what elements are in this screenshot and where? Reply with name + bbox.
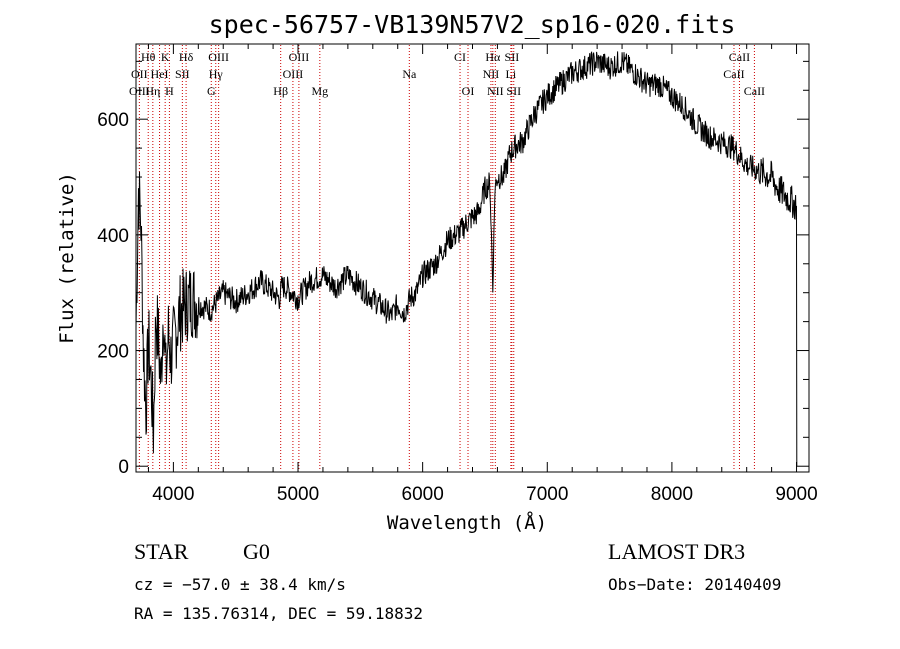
emission-line-label: K (161, 50, 170, 64)
x-axis-ticks: 4000 5000 6000 7000 8000 9000 (147, 44, 818, 505)
y-axis-ticks: 0 200 400 600 (97, 60, 809, 478)
y-axis-label: Flux (relative) (56, 172, 78, 344)
emission-line-label: Li (506, 67, 517, 81)
emission-line-label: Hδ (179, 50, 194, 64)
emission-line-label: Hη (145, 84, 160, 98)
y-tick-label: 400 (97, 226, 129, 247)
emission-line-label: HeI (151, 67, 169, 81)
emission-line-label: CaII (729, 50, 750, 64)
emission-line-label: OI (462, 84, 475, 98)
emission-line-label: CaII (723, 67, 744, 81)
emission-line-label: NII (487, 84, 504, 98)
coordinates: RA = 135.76314, DEC = 59.18832 (134, 604, 423, 623)
emission-line-label: Hα (485, 50, 501, 64)
emission-line-label: CI (454, 50, 466, 64)
object-class: STAR (134, 539, 189, 564)
emission-line-label: OII (131, 67, 148, 81)
flux-series (135, 51, 798, 467)
emission-line-label: H (165, 84, 174, 98)
observation-date: Obs−Date: 20140409 (608, 575, 781, 594)
emission-line-label: Mg (311, 84, 328, 98)
x-axis-label: Wavelength (Å) (387, 511, 547, 534)
emission-line-label: Na (402, 67, 417, 81)
chart-title: spec-56757-VB139N57V2_sp16-020.fits (209, 10, 736, 39)
emission-line-label: OIII (208, 50, 229, 64)
emission-line-label: SII (505, 50, 520, 64)
x-tick-label: 6000 (402, 484, 444, 505)
x-tick-label: 7000 (526, 484, 568, 505)
emission-line-markers (138, 45, 755, 471)
y-tick-label: 0 (118, 457, 129, 478)
emission-line-label: CaII (744, 84, 765, 98)
plot-frame (135, 43, 810, 473)
x-tick-label: 5000 (277, 484, 319, 505)
x-tick-label: 4000 (152, 484, 194, 505)
emission-line-label: Hθ (141, 50, 156, 64)
redshift-cz: cz = −57.0 ± 38.4 km/s (134, 575, 346, 594)
emission-line-label: Hβ (273, 84, 288, 98)
emission-line-label: OIII (129, 84, 150, 98)
survey-name: LAMOST DR3 (608, 539, 745, 564)
emission-line-label: SII (175, 67, 190, 81)
x-tick-label: 8000 (651, 484, 693, 505)
flux-line (135, 51, 798, 467)
emission-line-label: G (207, 84, 216, 98)
emission-line-label: OIII (283, 67, 304, 81)
y-tick-label: 600 (97, 110, 129, 131)
object-subclass: G0 (243, 539, 270, 564)
emission-line-label: OIII (289, 50, 310, 64)
x-tick-label: 9000 (775, 484, 817, 505)
y-tick-label: 200 (97, 342, 129, 363)
emission-line-label: SII (506, 84, 521, 98)
emission-line-label: NII (483, 67, 500, 81)
emission-line-label: Hγ (209, 67, 224, 81)
